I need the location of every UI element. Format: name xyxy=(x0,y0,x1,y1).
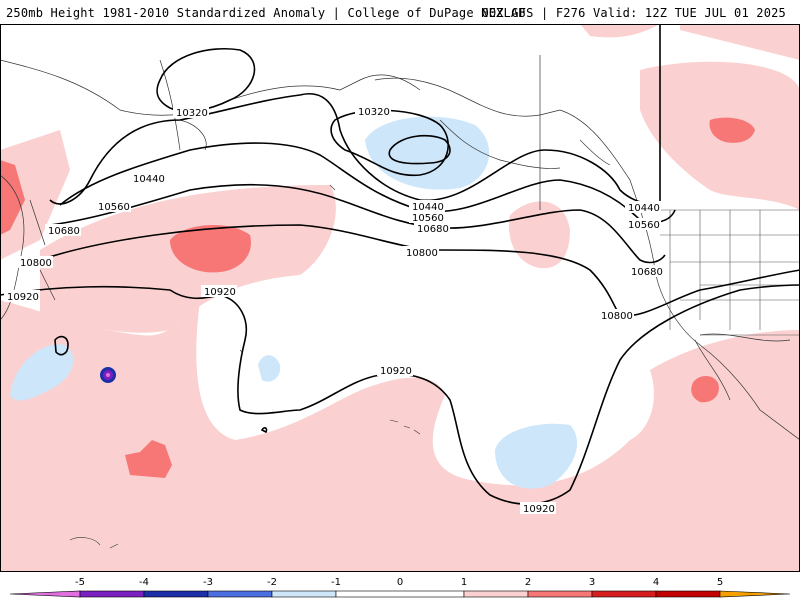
contour-label: 10920 xyxy=(204,287,236,298)
strong-positive-anomaly-shading xyxy=(0,117,755,478)
colorbar-tick: -1 xyxy=(331,577,341,588)
contour-label: 10800 xyxy=(601,311,633,322)
contour-10320-inner xyxy=(388,134,451,165)
contour-labels: 10320 10320 10440 10440 10440 10560 1056… xyxy=(4,105,664,515)
colorbar-swatches xyxy=(9,590,791,598)
valid-time-title: 00Z GFS | F276 Valid: 12Z TUE JUL 01 202… xyxy=(481,6,786,20)
colorbar-tick: -2 xyxy=(267,577,277,588)
contour-10920-small xyxy=(260,427,268,434)
contour-label: 10560 xyxy=(98,202,130,213)
contour-label: 10320 xyxy=(358,107,390,118)
colorbar-tick: -3 xyxy=(203,577,213,588)
contour-10800 xyxy=(39,224,800,317)
strong-negative-anomaly-spot xyxy=(100,367,116,383)
contour-label: 10560 xyxy=(412,213,444,224)
contour-label: 10680 xyxy=(48,226,80,237)
colorbar-swatch-pos2 xyxy=(527,590,593,598)
colorbar-swatch-neg2 xyxy=(207,590,273,598)
product-title: 250mb Height 1981-2010 Standardized Anom… xyxy=(6,6,526,20)
map-header: 250mb Height 1981-2010 Standardized Anom… xyxy=(0,0,800,24)
colorbar-swatch-pos3 xyxy=(591,590,657,598)
contour-10920-islands xyxy=(54,335,69,356)
contour-label: 10320 xyxy=(176,108,208,119)
contour-label: 10680 xyxy=(631,267,663,278)
colorbar-tick: 3 xyxy=(589,577,595,588)
colorbar-tick: 2 xyxy=(525,577,531,588)
colorbar-swatch-neg3 xyxy=(143,590,209,598)
negative-anomaly-shading xyxy=(10,116,578,489)
colorbar-tick: -4 xyxy=(139,577,149,588)
colorbar-swatch-pos4 xyxy=(655,590,721,598)
colorbar: -5 -4 -3 -2 -1 0 1 2 3 4 5 xyxy=(9,577,791,598)
colorbar-swatch-pos5 xyxy=(719,590,791,598)
colorbar-tick: 4 xyxy=(653,577,659,588)
colorbar-tick: 5 xyxy=(717,577,723,588)
contour-10320-aleutian xyxy=(330,109,449,177)
colorbar-swatch-neg1 xyxy=(271,590,337,598)
colorbar-swatch-zero xyxy=(335,590,465,598)
contour-label: 10920 xyxy=(7,292,39,303)
contour-label: 10560 xyxy=(628,220,660,231)
contour-label: 10440 xyxy=(628,203,660,214)
contour-label: 10440 xyxy=(412,202,444,213)
contour-10320-west xyxy=(156,48,256,113)
contour-label: 10680 xyxy=(417,224,449,235)
contour-label: 10440 xyxy=(133,174,165,185)
colorbar-tick: 1 xyxy=(461,577,467,588)
contour-label: 10920 xyxy=(523,504,555,515)
contour-label: 10920 xyxy=(380,366,412,377)
contour-label: 10800 xyxy=(20,258,52,269)
colorbar-swatch-neg5 xyxy=(9,590,81,598)
anomaly-map: 10320 10320 10440 10440 10440 10560 1056… xyxy=(0,24,800,572)
contour-label: 10800 xyxy=(406,248,438,259)
islands xyxy=(69,139,611,549)
colorbar-tick: 0 xyxy=(397,577,403,588)
colorbar-tick: -5 xyxy=(75,577,85,588)
coastlines xyxy=(0,55,800,441)
colorbar-ticks: -5 -4 -3 -2 -1 0 1 2 3 4 5 xyxy=(75,577,723,588)
colorbar-swatch-pos1 xyxy=(463,590,529,598)
colorbar-swatch-neg4 xyxy=(79,590,145,598)
